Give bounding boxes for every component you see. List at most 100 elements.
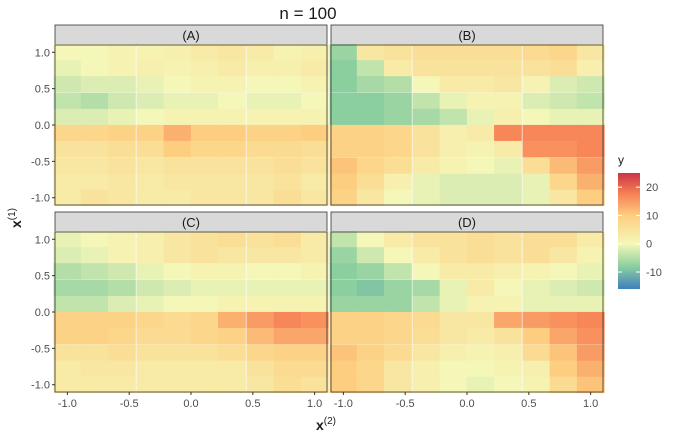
- panel-border: [330, 44, 604, 206]
- heatmap-cell: [356, 44, 385, 61]
- heatmap-cell: [384, 157, 412, 175]
- heatmap-cell: [494, 311, 522, 329]
- heatmap-cell: [329, 360, 358, 378]
- heatmap-cell: [108, 295, 136, 313]
- heatmap-cell: [412, 140, 441, 158]
- heatmap-cell: [384, 140, 412, 158]
- heatmap-cell: [190, 279, 219, 297]
- heatmap-cell: [300, 344, 329, 362]
- heatmap-cell: [329, 44, 358, 61]
- heatmap-cell: [549, 60, 578, 77]
- heatmap-cell: [522, 295, 551, 313]
- heatmap-cell: [53, 231, 82, 248]
- heatmap-cell: [163, 279, 192, 297]
- heatmap-cell: [53, 140, 82, 158]
- heatmap-cell: [466, 231, 495, 248]
- heatmap-cell: [384, 376, 412, 394]
- heatmap-cell: [246, 92, 275, 110]
- heatmap-cell: [163, 92, 192, 110]
- heatmap-cell: [53, 173, 82, 191]
- heatmap-cell: [80, 247, 109, 264]
- heatmap-cell: [522, 344, 551, 362]
- heatmap-cell: [549, 140, 578, 158]
- heatmap-cell: [576, 344, 605, 362]
- chart-title: n = 100: [279, 4, 336, 23]
- heatmap-cell: [356, 311, 385, 329]
- heatmap-cell: [190, 92, 219, 110]
- heatmap-cell: [218, 60, 246, 77]
- heatmap-cell: [329, 263, 358, 280]
- heatmap-cell: [522, 279, 551, 297]
- heatmap-cell: [163, 76, 192, 93]
- heatmap-cell: [466, 263, 495, 280]
- x-tick-label: 1.0: [307, 398, 322, 410]
- heatmap-cell: [494, 92, 522, 110]
- heatmap-cell: [576, 140, 605, 158]
- heatmap-cell: [246, 360, 275, 378]
- heatmap-cell: [300, 327, 329, 345]
- heatmap-cell: [356, 60, 385, 77]
- heatmap-cell: [136, 157, 165, 175]
- heatmap-cell: [80, 263, 109, 280]
- heatmap-cell: [218, 247, 246, 264]
- heatmap-cell: [218, 189, 246, 207]
- x-tick-label: 0.0: [183, 398, 198, 410]
- heatmap-cell: [190, 44, 219, 61]
- x-tick-label: -0.5: [396, 398, 415, 410]
- heatmap-cell: [576, 76, 605, 93]
- heatmap-cell: [494, 108, 522, 126]
- facet-label: (A): [182, 28, 199, 43]
- heatmap-cell: [108, 279, 136, 297]
- heatmap-cell: [356, 76, 385, 93]
- heatmap-cell: [549, 76, 578, 93]
- heatmap-cell: [163, 344, 192, 362]
- heatmap-cell: [190, 327, 219, 345]
- heatmap-cell: [439, 295, 468, 313]
- heatmap-cell: [384, 279, 412, 297]
- heatmap-cell: [136, 311, 165, 329]
- heatmap-cell: [80, 140, 109, 158]
- heatmap-cell: [329, 157, 358, 175]
- heatmap-cell: [522, 263, 551, 280]
- heatmap-cell: [273, 344, 302, 362]
- heatmap-cell: [300, 189, 329, 207]
- heatmap-cell: [384, 327, 412, 345]
- heatmap-cell: [273, 124, 302, 142]
- heatmap-cell: [163, 231, 192, 248]
- x-tick-label: 0.0: [459, 398, 474, 410]
- heatmap-cell: [53, 327, 82, 345]
- heatmap-cell: [246, 76, 275, 93]
- heatmap-cell: [412, 279, 441, 297]
- heatmap-cell: [80, 295, 109, 313]
- heatmap-cell: [494, 124, 522, 142]
- heatmap-cell: [190, 360, 219, 378]
- heatmap-cell: [246, 279, 275, 297]
- heatmap-cell: [300, 263, 329, 280]
- heatmap-cell: [576, 60, 605, 77]
- heatmap-cell: [466, 376, 495, 394]
- heatmap-cell: [218, 263, 246, 280]
- heatmap-cell: [190, 231, 219, 248]
- heatmap-cell: [384, 60, 412, 77]
- heatmap-cell: [218, 124, 246, 142]
- heatmap-cell: [136, 360, 165, 378]
- heatmap-cell: [108, 327, 136, 345]
- heatmap-cell: [522, 92, 551, 110]
- heatmap-cell: [163, 247, 192, 264]
- heatmap-cell: [356, 108, 385, 126]
- heatmap-cell: [108, 157, 136, 175]
- heatmap-cell: [356, 279, 385, 297]
- x-tick-label: -1.0: [58, 398, 77, 410]
- heatmap-cell: [53, 247, 82, 264]
- heatmap-cell: [384, 76, 412, 93]
- facet-panel: (C): [53, 211, 329, 394]
- heatmap-cell: [163, 173, 192, 191]
- heatmap-cell: [80, 44, 109, 61]
- heatmap-cell: [108, 60, 136, 77]
- heatmap-cell: [494, 295, 522, 313]
- facet-label: (D): [458, 215, 476, 230]
- facet-panel: (D): [329, 211, 605, 394]
- heatmap-cell: [384, 231, 412, 248]
- heatmap-cell: [108, 344, 136, 362]
- heatmap-cell: [576, 44, 605, 61]
